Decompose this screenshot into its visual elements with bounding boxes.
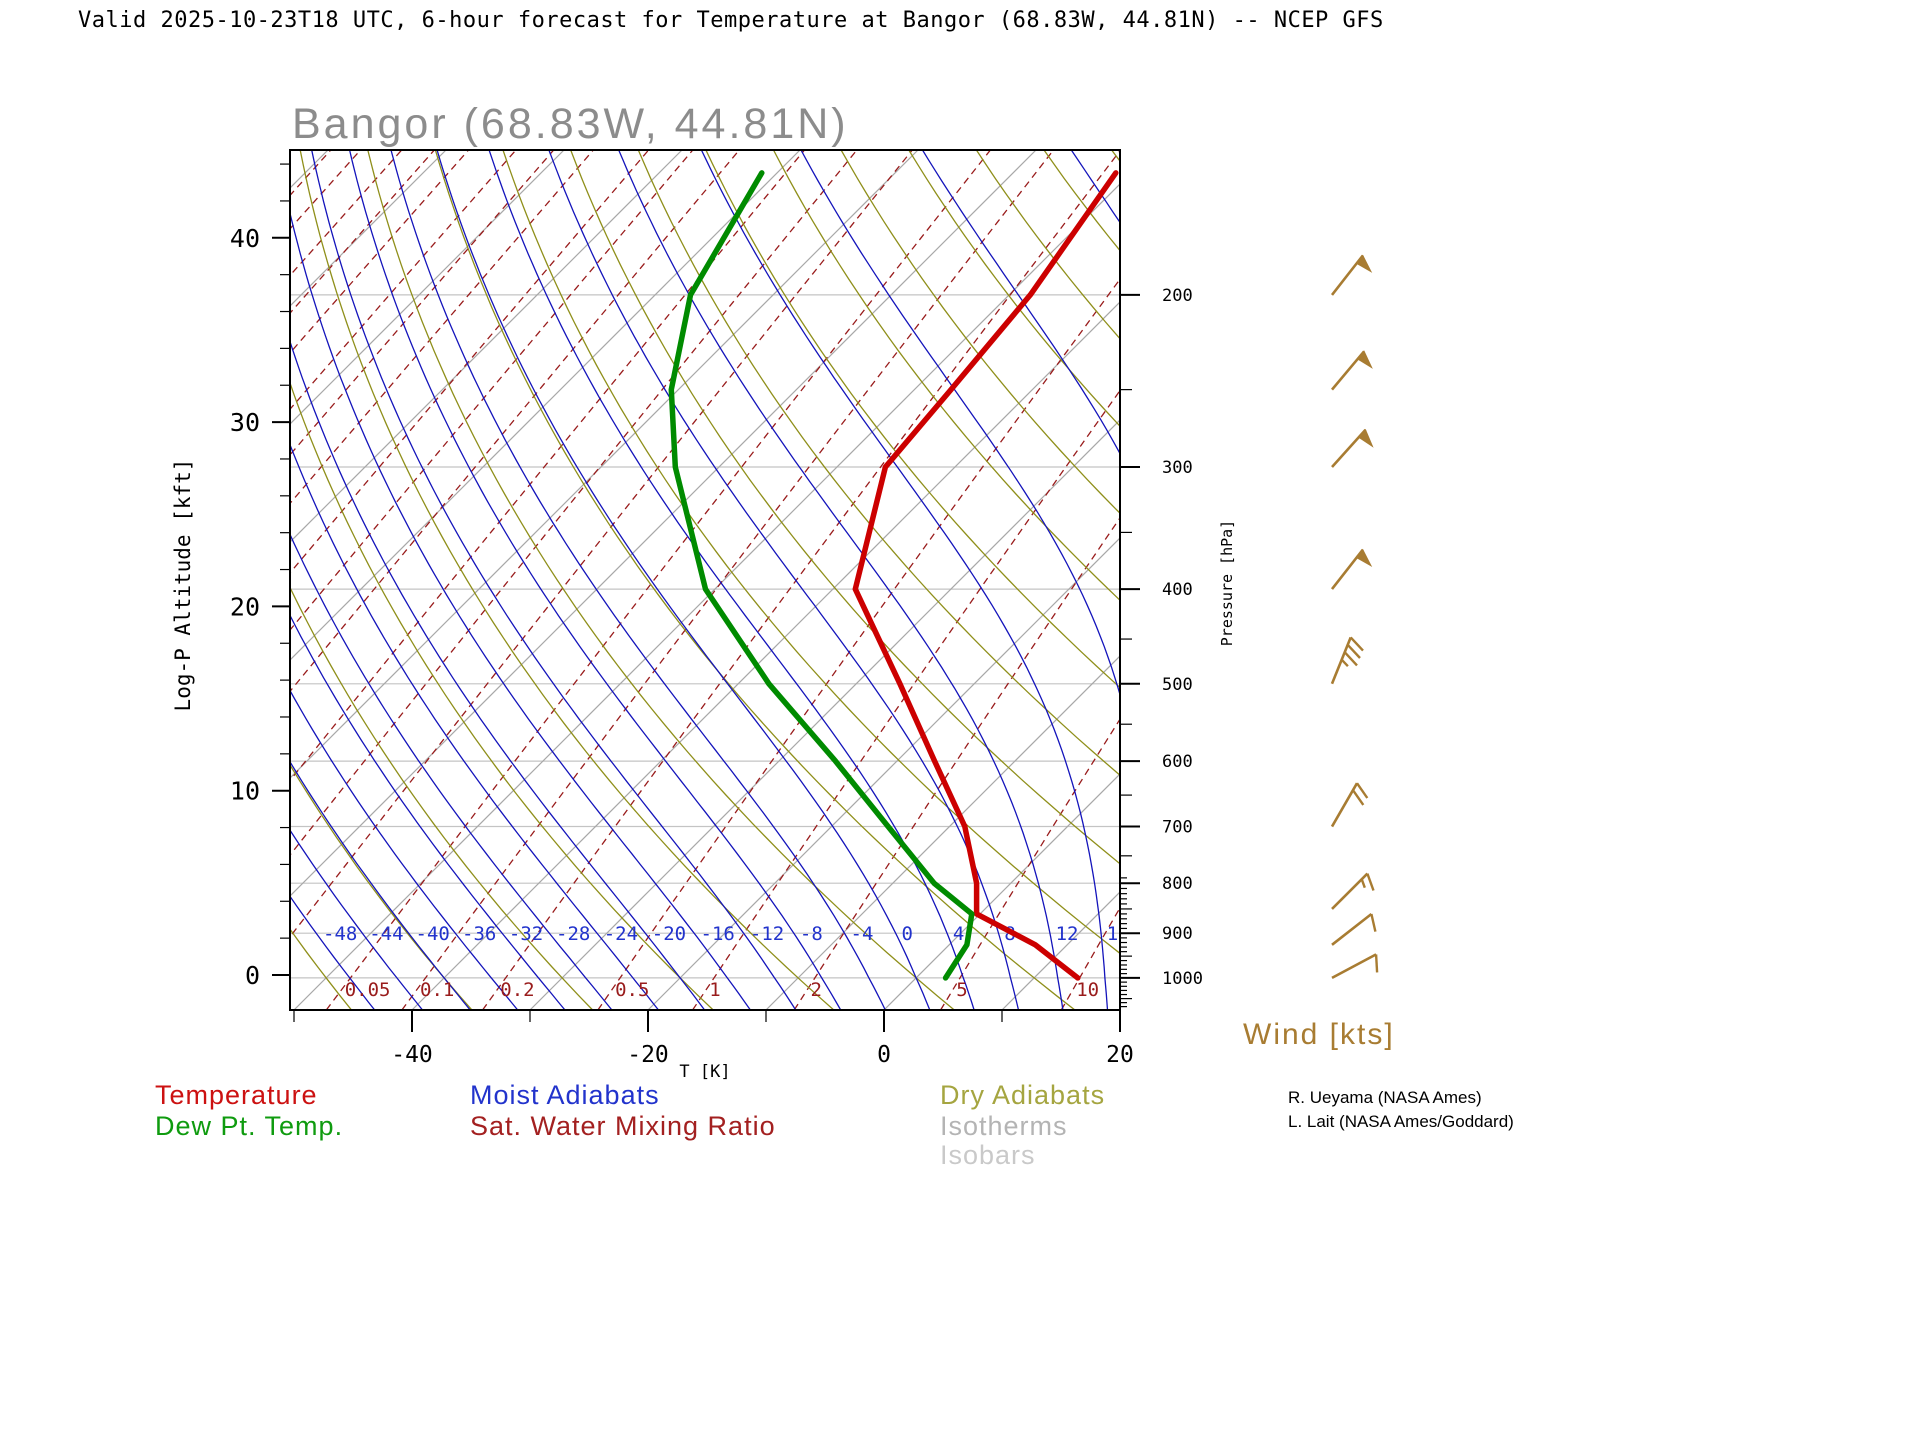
wind-barb xyxy=(1331,953,1379,980)
plot-frame xyxy=(289,149,1121,1011)
wind-barb xyxy=(1330,548,1373,590)
left-axis-ticks: 0 10 20 30 40 xyxy=(230,163,290,990)
temperature-curve xyxy=(852,170,1119,981)
moist-adiabat-label: 0 xyxy=(902,923,913,945)
y-axis-label: Log-P Altitude [kft] xyxy=(171,458,195,712)
isotherm-lines xyxy=(290,150,1120,1010)
legend-moist-adiabats: Moist Adiabats xyxy=(470,1080,660,1110)
moist-adiabat-lines xyxy=(290,150,1120,1010)
wind-barbs xyxy=(1330,254,1379,980)
temp-tick-label: 20 xyxy=(1106,1042,1134,1068)
moist-adiabat-label: -24 xyxy=(604,923,638,945)
mixing-ratio-label: 5 xyxy=(956,979,967,1001)
moist-adiabat-label: -20 xyxy=(652,923,686,945)
legend-temperature: Temperature xyxy=(155,1080,318,1110)
chart-title: Bangor (68.83W, 44.81N) xyxy=(292,100,849,148)
mixing-ratio-labels: 0.05 0.1 0.2 0.5 1 2 5 10 xyxy=(345,979,1099,1001)
pressure-tick-label: 800 xyxy=(1162,874,1193,894)
moist-adiabat-label: -44 xyxy=(369,923,403,945)
moist-adiabat-label: -4 xyxy=(851,923,874,945)
wind-barb xyxy=(1330,636,1364,685)
credit-line-2: L. Lait (NASA Ames/Goddard) xyxy=(1288,1112,1514,1131)
moist-adiabat-label: -12 xyxy=(750,923,784,945)
mixing-ratio-label: 0.05 xyxy=(345,979,391,1001)
mixing-ratio-lines xyxy=(290,150,1120,1010)
wind-barb xyxy=(1331,872,1375,910)
mixing-ratio-label: 10 xyxy=(1076,979,1099,1001)
moist-adiabat-label: -28 xyxy=(556,923,590,945)
pressure-tick-label: 700 xyxy=(1162,818,1193,838)
mixing-ratio-label: 2 xyxy=(811,979,822,1001)
kft-tick-label: 30 xyxy=(230,408,260,437)
temp-tick-label: 0 xyxy=(877,1042,891,1068)
mixing-ratio-label: 0.5 xyxy=(615,979,649,1001)
moist-adiabat-label: -8 xyxy=(800,923,823,945)
wind-barb xyxy=(1331,912,1377,946)
right-axis-ticks: 200 300 400 500 600 700 800 900 1000 xyxy=(1120,286,1203,1008)
kft-tick-label: 20 xyxy=(230,592,260,621)
legend-isobars: Isobars xyxy=(940,1140,1036,1170)
dewpoint-curve xyxy=(668,170,975,981)
wind-barb xyxy=(1331,350,1373,391)
temp-tick-label: -20 xyxy=(627,1042,669,1068)
moist-adiabat-label: -36 xyxy=(462,923,496,945)
pressure-tick-label: 900 xyxy=(1162,924,1193,944)
wind-barb xyxy=(1331,428,1374,468)
wind-barb xyxy=(1330,254,1373,296)
credit-line-1: R. Ueyama (NASA Ames) xyxy=(1288,1088,1482,1107)
moist-adiabat-label: -16 xyxy=(701,923,735,945)
pressure-tick-label: 500 xyxy=(1162,675,1193,695)
legend-dry-adiabats: Dry Adiabats xyxy=(940,1080,1106,1110)
mixing-ratio-label: 1 xyxy=(709,979,720,1001)
wind-barb xyxy=(1330,782,1369,828)
moist-adiabat-label: -48 xyxy=(323,923,357,945)
moist-adiabat-label: 4 xyxy=(953,923,964,945)
temp-tick-label: -40 xyxy=(391,1042,433,1068)
x-axis-label: T [K] xyxy=(679,1062,731,1082)
moist-adiabat-label: 12 xyxy=(1056,923,1079,945)
kft-tick-label: 10 xyxy=(230,777,260,806)
isobar-lines xyxy=(290,294,1120,979)
pressure-tick-label: 600 xyxy=(1162,752,1193,772)
pressure-tick-label: 300 xyxy=(1162,458,1193,478)
pressure-tick-label: 400 xyxy=(1162,580,1193,600)
legend-dewpoint: Dew Pt. Temp. xyxy=(155,1111,344,1141)
mixing-ratio-label: 0.2 xyxy=(500,979,534,1001)
page-title: Valid 2025-10-23T18 UTC, 6-hour forecast… xyxy=(78,8,1384,33)
legend-sat-water-mixing-ratio: Sat. Water Mixing Ratio xyxy=(470,1111,776,1141)
pressure-tick-label: 200 xyxy=(1162,286,1193,306)
moist-adiabat-labels: -48 -44 -40 -36 -32 -28 -24 -20 -16 -12 -8 -4 0 4 8 12 1… xyxy=(323,923,1130,945)
mixing-ratio-label: 0.1 xyxy=(420,979,454,1001)
moist-adiabat-label: -40 xyxy=(416,923,450,945)
kft-tick-label: 0 xyxy=(245,961,260,990)
wind-units-label: Wind [kts] xyxy=(1243,1018,1395,1051)
dry-adiabat-lines xyxy=(290,150,1120,1010)
moist-adiabat-label: 16 xyxy=(1107,923,1130,945)
pressure-axis-label: Pressure [hPa] xyxy=(1218,519,1236,647)
bottom-axis-ticks: -40 -20 0 20 xyxy=(293,1010,1134,1068)
moist-adiabat-label: -32 xyxy=(509,923,543,945)
kft-tick-label: 40 xyxy=(230,224,260,253)
pressure-tick-label: 1000 xyxy=(1162,969,1203,989)
legend-isotherms: Isotherms xyxy=(940,1111,1068,1141)
